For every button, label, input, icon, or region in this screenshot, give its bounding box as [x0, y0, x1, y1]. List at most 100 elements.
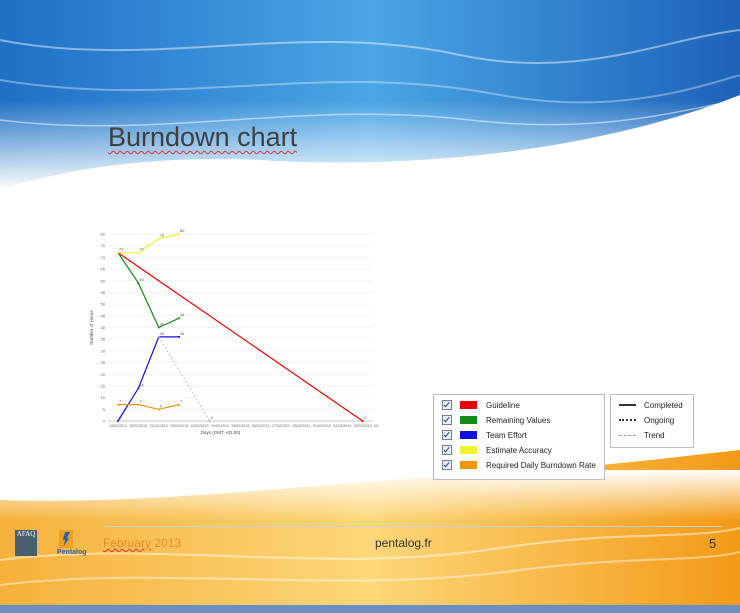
footer-date: February 2013 — [103, 536, 181, 550]
data-label: 0 — [364, 416, 366, 420]
pentalog-logo-text: Pentalog — [57, 549, 87, 556]
y-tick-label: 75 — [101, 243, 106, 248]
y-tick-label: 25 — [101, 360, 106, 365]
legend-label: Trend — [644, 430, 665, 440]
data-point — [117, 420, 119, 422]
series-line — [117, 252, 180, 329]
data-label: 36 — [180, 332, 184, 336]
legend-row[interactable]: Guideline — [434, 398, 520, 412]
x-tick-label: 24/02/2013 — [211, 424, 229, 428]
x-tick-label: 23/02/2013 — [191, 424, 209, 428]
checkbox-icon[interactable] — [442, 460, 452, 470]
data-point — [137, 387, 140, 390]
data-label: 72 — [139, 248, 143, 252]
afaq-logo-text: AFAQ — [16, 530, 36, 538]
data-point — [157, 335, 160, 338]
checkbox-icon[interactable] — [442, 400, 452, 410]
legend-row[interactable]: Required Daily Burndown Rate — [434, 458, 596, 472]
page-number: 5 — [709, 536, 717, 551]
data-point — [117, 403, 119, 406]
y-tick-label: 0 — [103, 419, 106, 424]
x-tick-label: 27/02/2013 — [272, 424, 290, 428]
legend-swatch — [460, 416, 477, 424]
x-tick-label: 21/02/2013 — [150, 424, 168, 428]
legend-swatch — [460, 401, 477, 409]
legend-label: Estimate Accuracy — [486, 445, 552, 455]
data-point — [117, 251, 119, 254]
series-line — [118, 404, 180, 410]
data-label: 40 — [160, 323, 164, 327]
footer-divider — [105, 526, 722, 527]
x-tick-label: 20/02/2013 — [129, 424, 147, 428]
y-tick-label: 10 — [101, 395, 106, 400]
slide-title-text: Burndown chart — [108, 122, 298, 152]
y-tick-label: 40 — [101, 325, 106, 330]
x-axis-label: Days (GMT +01:00) — [201, 430, 241, 435]
afaq-logo: AFAQ — [15, 530, 37, 556]
data-point — [157, 237, 160, 240]
y-axis-label: Number of Hours — [89, 310, 94, 345]
series-line — [158, 336, 211, 422]
checkbox-icon[interactable] — [442, 430, 452, 440]
data-label: 0 — [119, 416, 121, 420]
series-line — [118, 233, 180, 254]
legend-label: Ongoing — [644, 415, 675, 425]
x-tick-label: 22/02/2013 — [170, 424, 188, 428]
legend-row: Completed — [611, 398, 683, 412]
x-tick-label: 01/03/2013 — [313, 424, 331, 428]
legend-row: Ongoing — [611, 413, 674, 427]
data-point — [157, 408, 160, 411]
legend-row[interactable]: Estimate Accuracy — [434, 443, 552, 457]
x-tick-label: 28/02/2013 — [292, 424, 310, 428]
y-tick-label: 50 — [101, 302, 106, 307]
footer-date-year: 2013 — [154, 536, 182, 550]
legend-label: Team Effort — [486, 430, 527, 440]
bottom-bar — [0, 605, 740, 613]
data-label: 7 — [139, 400, 141, 404]
y-tick-label: 55 — [101, 290, 106, 295]
legend-label: Required Daily Burndown Rate — [486, 460, 596, 470]
y-tick-label: 60 — [101, 278, 106, 283]
data-label: 76 — [160, 234, 164, 238]
legend-swatch — [460, 431, 477, 439]
data-label: 80 — [180, 229, 184, 233]
y-tick-label: 30 — [101, 348, 106, 353]
checkbox-icon[interactable] — [442, 415, 452, 425]
solid-line-icon — [619, 404, 636, 406]
legend-swatch — [460, 446, 477, 454]
legend-row[interactable]: Team Effort — [434, 428, 527, 442]
x-tick-label: 19/02/2013 — [109, 424, 127, 428]
legend-label: Completed — [644, 400, 683, 410]
data-point — [178, 335, 181, 338]
y-tick-label: 70 — [101, 255, 106, 260]
burndown-chart: 0510152025303540455055606570758019/02/20… — [89, 229, 378, 435]
footer-date-month: February — [103, 536, 152, 550]
data-label: 7 — [119, 400, 121, 404]
data-point — [208, 420, 211, 422]
slide-title: Burndown chart — [108, 122, 297, 153]
data-point — [361, 420, 364, 422]
legend-row: Trend — [611, 428, 665, 442]
x-tick-label: 02/03/2013 — [333, 424, 351, 428]
series-legend: Guideline Remaining Values Team Effort E… — [433, 394, 605, 480]
y-tick-label: 5 — [103, 407, 106, 412]
data-point — [137, 282, 140, 285]
data-label: 59 — [139, 278, 143, 282]
legend-row[interactable]: Remaining Values — [434, 413, 550, 427]
data-point — [157, 326, 160, 329]
y-tick-label: 20 — [101, 372, 106, 377]
footer-website: pentalog.fr — [375, 536, 432, 550]
data-label: 7 — [180, 400, 182, 404]
checkbox-icon[interactable] — [442, 445, 452, 455]
data-label: 14 — [139, 383, 143, 387]
line-style-legend: Completed Ongoing Trend — [610, 394, 694, 448]
legend-label: Remaining Values — [486, 415, 551, 425]
data-label: 72 — [119, 248, 123, 252]
x-tick-label: 04/03/2013 — [374, 424, 378, 428]
x-tick-label: 25/02/2013 — [231, 424, 249, 428]
x-tick-label: 03/03/2013 — [354, 424, 372, 428]
data-point — [137, 403, 140, 406]
series-line — [117, 336, 180, 422]
data-point — [178, 403, 181, 406]
